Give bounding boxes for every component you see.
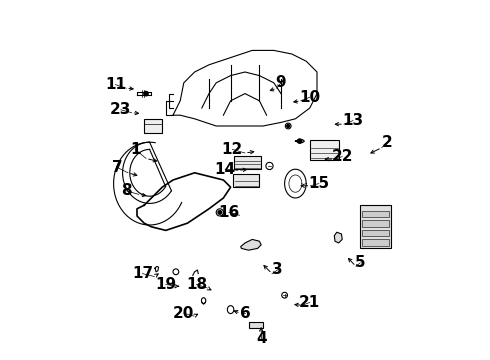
Text: 8: 8 [121, 183, 131, 198]
Text: 9: 9 [276, 75, 286, 90]
Text: 11: 11 [105, 77, 126, 92]
Text: 20: 20 [173, 306, 195, 321]
Bar [362, 239, 389, 246]
Text: 4: 4 [256, 331, 267, 346]
Text: 17: 17 [132, 266, 153, 281]
Bar [310, 140, 339, 160]
Text: 12: 12 [222, 142, 243, 157]
Text: 2: 2 [382, 135, 392, 150]
Text: 23: 23 [110, 102, 131, 117]
Text: 14: 14 [215, 162, 236, 177]
Text: 1: 1 [130, 142, 141, 157]
Circle shape [218, 211, 221, 214]
Text: 21: 21 [299, 295, 320, 310]
Text: 15: 15 [308, 176, 329, 191]
Text: 16: 16 [218, 205, 240, 220]
Text: 3: 3 [272, 262, 283, 278]
Text: 13: 13 [343, 113, 364, 128]
Polygon shape [334, 232, 342, 243]
Circle shape [297, 139, 302, 143]
Circle shape [144, 91, 148, 96]
Text: 6: 6 [240, 306, 250, 321]
Text: 7: 7 [112, 160, 122, 175]
Bar [233, 174, 259, 187]
Bar [360, 205, 391, 248]
Text: 19: 19 [155, 277, 176, 292]
Bar [362, 211, 389, 217]
Text: 5: 5 [355, 255, 366, 270]
Text: 10: 10 [299, 90, 320, 105]
Bar [362, 230, 389, 236]
Bar [362, 220, 389, 227]
Polygon shape [241, 239, 261, 250]
Circle shape [287, 125, 290, 127]
Bar [248, 322, 263, 328]
Bar [234, 156, 261, 169]
Text: 22: 22 [331, 149, 353, 164]
Text: 18: 18 [186, 277, 207, 292]
Bar [144, 119, 162, 133]
